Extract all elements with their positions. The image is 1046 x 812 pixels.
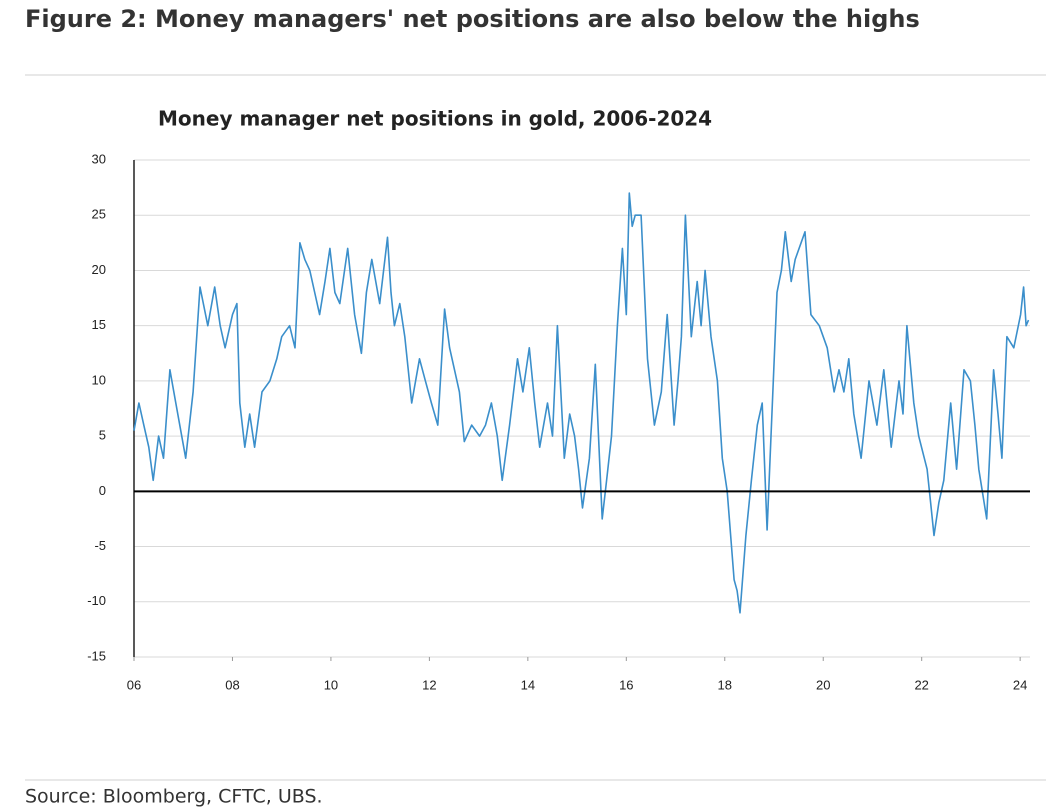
y-tick-label: 5 <box>99 428 106 443</box>
source: Source: Bloomberg, CFTC, UBS. <box>25 786 323 808</box>
chart-title: Money manager net positions in gold, 200… <box>158 107 712 131</box>
data-line <box>133 192 1030 614</box>
x-tick-label: 22 <box>914 677 928 692</box>
y-tick-label: 0 <box>99 483 106 498</box>
x-tick-label: 18 <box>718 677 732 692</box>
x-tick-label: 24 <box>1013 677 1027 692</box>
x-tick-label: 06 <box>127 677 141 692</box>
x-tick-label: 10 <box>324 677 338 692</box>
y-tick-label: 20 <box>92 262 106 277</box>
x-tick-label: 08 <box>225 677 239 692</box>
y-tick-label: -5 <box>94 538 106 553</box>
figure-title: Figure 2: Money managers' net positions … <box>25 5 920 33</box>
x-tick-label: 12 <box>422 677 436 692</box>
y-tick-label: -10 <box>87 593 106 608</box>
y-tick-label: 25 <box>92 207 106 222</box>
y-tick-label: 10 <box>92 372 106 387</box>
x-tick-label: 16 <box>619 677 633 692</box>
x-tick-label: 20 <box>816 677 830 692</box>
y-tick-label: -15 <box>87 648 106 663</box>
y-tick-label: 30 <box>92 151 106 166</box>
y-tick-label: 15 <box>92 317 106 332</box>
x-tick-label: 14 <box>521 677 535 692</box>
